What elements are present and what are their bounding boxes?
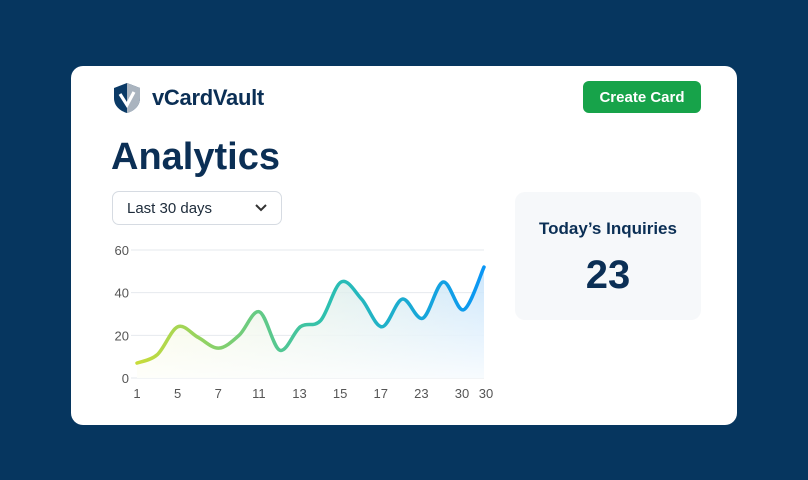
y-tick-label: 40 — [115, 286, 129, 301]
y-tick-label: 60 — [115, 243, 129, 258]
date-range-dropdown[interactable]: Last 30 days — [112, 191, 282, 225]
chevron-down-icon — [255, 204, 267, 212]
x-tick-label: 30 — [455, 386, 469, 401]
analytics-card: vCardVault Create Card Analytics Last 30… — [71, 66, 737, 425]
x-tick-label: 13 — [292, 386, 306, 401]
stat-value: 23 — [585, 253, 631, 297]
area-fade — [137, 267, 484, 378]
x-tick-label: 11 — [252, 386, 266, 401]
series-line — [135, 265, 486, 365]
shield-logo-icon — [114, 83, 140, 113]
x-tick-label: 30 — [479, 386, 493, 401]
page-title: Analytics — [111, 136, 280, 178]
x-tick-label: 5 — [174, 386, 181, 401]
x-tick-label: 15 — [333, 386, 347, 401]
stat-label: Today’s Inquiries — [539, 219, 677, 238]
x-tick-label: 1 — [133, 386, 140, 401]
y-tick-label: 0 — [122, 371, 129, 386]
date-range-value: Last 30 days — [127, 199, 213, 217]
create-card-button[interactable]: Create Card — [583, 81, 701, 113]
y-tick-label: 20 — [115, 328, 129, 343]
todays-inquiries-panel: Today’s Inquiries 23 — [515, 192, 701, 320]
x-tick-label: 17 — [374, 386, 388, 401]
x-tick-label: 7 — [215, 386, 222, 401]
x-tick-label: 23 — [414, 386, 428, 401]
logo: vCardVault — [110, 81, 264, 115]
app-name: vCardVault — [152, 85, 264, 110]
